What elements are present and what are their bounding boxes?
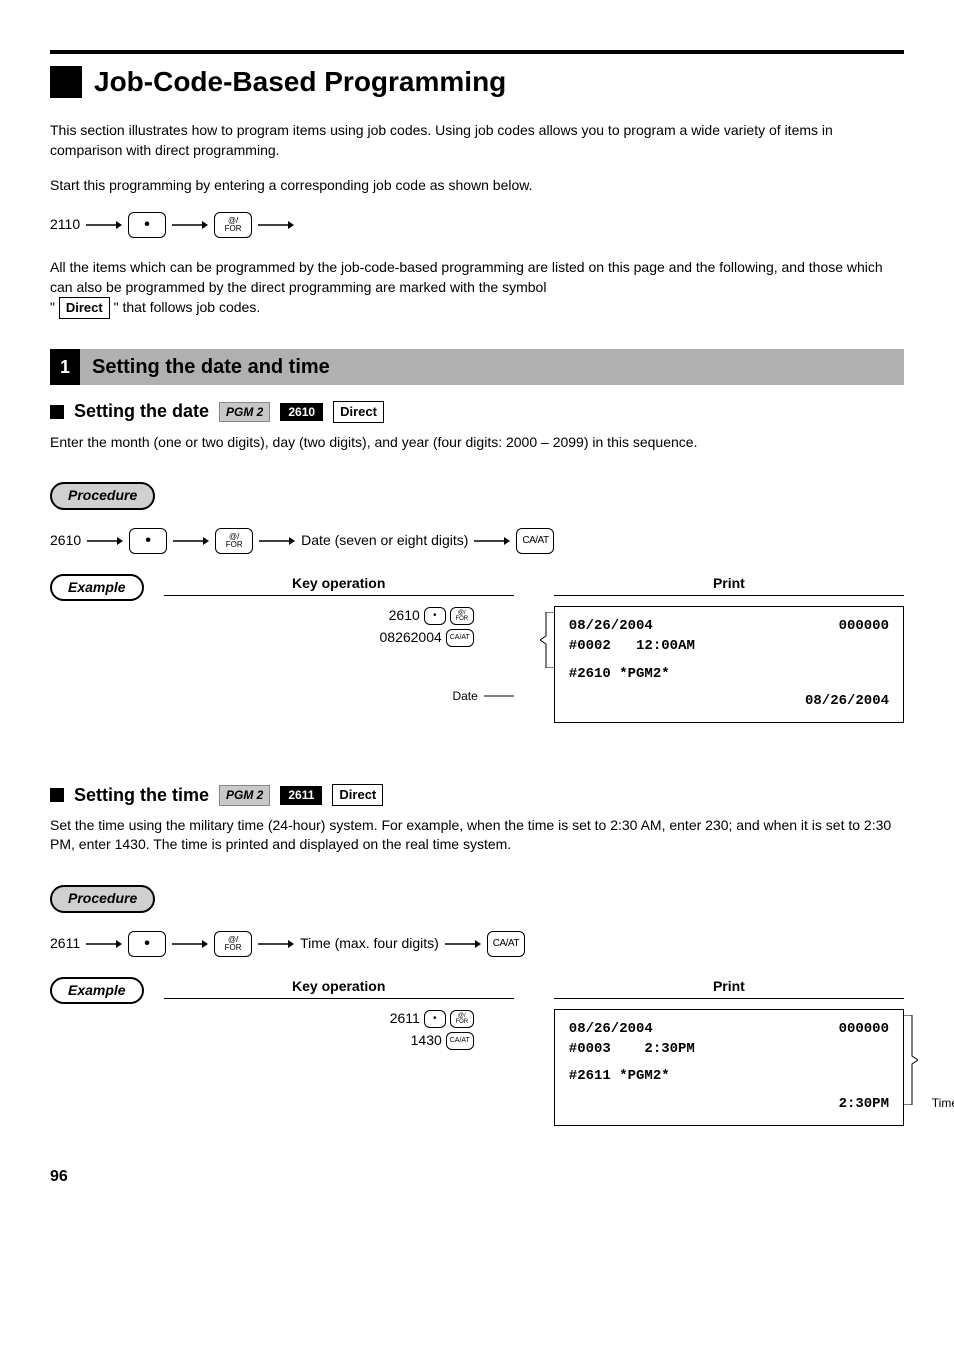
print-box: 08/26/2004000000 #0003 2:30PM #2611 *PGM…: [554, 1009, 904, 1125]
badge-pgm2: PGM 2: [219, 402, 270, 423]
for-key-bot: FOR: [225, 225, 242, 233]
keyop-l1: 2611: [390, 1009, 420, 1029]
caat-key: CA/AT: [516, 528, 554, 554]
arrow-icon: [86, 938, 122, 950]
arrow-icon: [86, 219, 122, 231]
keyop-l1: 2610: [389, 606, 420, 626]
for-key: @/ FOR: [450, 1010, 474, 1028]
intro-3b: " that follows job codes.: [114, 299, 261, 315]
flow-mid-text: Time (max. four digits): [300, 934, 439, 954]
for-key-bot: FOR: [225, 944, 242, 952]
keyop-header: Key operation: [164, 574, 514, 597]
badge-direct: Direct: [333, 401, 384, 423]
arrow-icon: [172, 219, 208, 231]
for-key: @/ FOR: [214, 212, 252, 238]
section-bar-1: 1 Setting the date and time: [50, 349, 904, 385]
title-square-icon: [50, 66, 82, 98]
sub-time-row: Setting the time PGM 2 2611 Direct: [50, 783, 904, 808]
dot-key: •: [128, 931, 166, 957]
arrow-icon: [87, 535, 123, 547]
sub-date-title: Setting the date: [74, 399, 209, 424]
caat-key: CA/AT: [446, 629, 474, 647]
caat-key: CA/AT: [446, 1032, 474, 1050]
flow-code: 2110: [50, 215, 80, 235]
arrow-icon: [474, 535, 510, 547]
arrow-icon: [445, 938, 481, 950]
sub-time-title: Setting the time: [74, 783, 209, 808]
procedure-pill: Procedure: [50, 885, 155, 913]
arrow-icon: [259, 535, 295, 547]
intro-flow: 2110 • @/ FOR: [50, 212, 904, 238]
intro-3a: All the items which can be programmed by…: [50, 259, 883, 295]
arrow-icon: [173, 535, 209, 547]
bracket-icon: [904, 1015, 918, 1105]
flow-code: 2611: [50, 934, 80, 954]
keyop-header: Key operation: [164, 977, 514, 1000]
print-box: 08/26/2004000000 #0002 12:00AM #2610 *PG…: [554, 606, 904, 722]
time-callout: Time: [932, 1095, 954, 1112]
for-key: @/ FOR: [214, 931, 252, 957]
intro-para-3: All the items which can be programmed by…: [50, 258, 904, 319]
direct-box: Direct: [59, 297, 110, 319]
flow-code: 2610: [50, 531, 81, 551]
dot-key: •: [128, 212, 166, 238]
for-key: @/ FOR: [450, 607, 474, 625]
arrow-icon: [172, 938, 208, 950]
procedure-pill: Procedure: [50, 482, 155, 510]
dot-key: •: [424, 607, 446, 625]
top-rule: [50, 50, 904, 54]
time-desc: Set the time using the military time (24…: [50, 816, 904, 855]
intro-3-quote: ": [50, 299, 55, 315]
badge-code: 2611: [280, 786, 322, 805]
section-title: Setting the date and time: [80, 349, 904, 385]
page-title: Job-Code-Based Programming: [94, 62, 506, 101]
badge-pgm2: PGM 2: [219, 785, 270, 806]
date-callout: Date: [452, 688, 477, 705]
print-col: Print 08/26/2004000000 #0002 12:00AM #26…: [554, 574, 904, 723]
print-col: Print 08/26/2004000000 #0003 2:30PM #261…: [554, 977, 904, 1126]
print-header: Print: [554, 977, 904, 1000]
for-key-bot: FOR: [226, 541, 243, 549]
bullet-square-icon: [50, 788, 64, 802]
print-header: Print: [554, 574, 904, 597]
keyop-l2: 08262004: [380, 628, 442, 648]
callout-line-icon: [484, 692, 514, 700]
caat-key: CA/AT: [487, 931, 525, 957]
example-pill: Example: [50, 574, 144, 602]
arrow-icon: [258, 219, 294, 231]
for-key: @/ FOR: [215, 528, 253, 554]
intro-para-2: Start this programming by entering a cor…: [50, 176, 904, 196]
date-flow: 2610 • @/ FOR Date (seven or eight digit…: [50, 528, 904, 554]
keyop-l2: 1430: [411, 1031, 442, 1051]
example-pill: Example: [50, 977, 144, 1005]
intro-para-1: This section illustrates how to program …: [50, 121, 904, 160]
section-num: 1: [50, 349, 80, 385]
date-desc: Enter the month (one or two digits), day…: [50, 433, 904, 453]
bullet-square-icon: [50, 405, 64, 419]
badge-code: 2610: [280, 403, 323, 422]
arrow-icon: [258, 938, 294, 950]
time-flow: 2611 • @/ FOR Time (max. four digits) CA…: [50, 931, 904, 957]
badge-direct: Direct: [332, 784, 383, 806]
page-number: 96: [50, 1166, 904, 1188]
bracket-icon: [540, 612, 554, 668]
title-row: Job-Code-Based Programming: [50, 62, 904, 101]
keyop-col: Key operation 2611 • @/ FOR 1430 CA/AT: [164, 977, 514, 1126]
flow-mid-text: Date (seven or eight digits): [301, 531, 468, 551]
dot-key: •: [129, 528, 167, 554]
dot-key: •: [424, 1010, 446, 1028]
sub-date-row: Setting the date PGM 2 2610 Direct: [50, 399, 904, 424]
keyop-col: Key operation 2610 • @/ FOR 08262004 CA/…: [164, 574, 514, 723]
